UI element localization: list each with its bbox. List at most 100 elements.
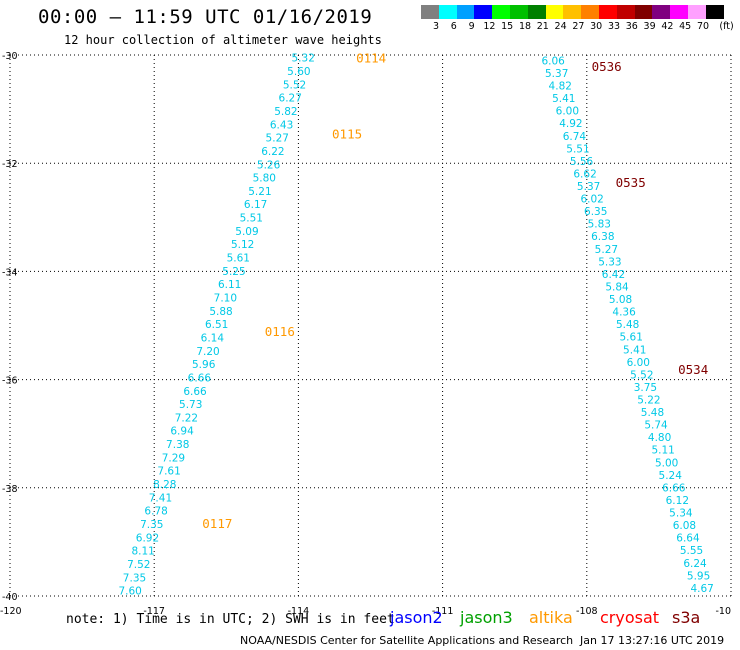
scale-label: 30 xyxy=(590,21,603,32)
wave-height-label: 5.37 xyxy=(545,68,568,80)
wave-height-label: 4.92 xyxy=(559,118,582,130)
y-tick-label: -32 xyxy=(2,159,18,170)
scale-label: 6 xyxy=(450,21,457,32)
pass-time-label: 0534 xyxy=(678,362,708,377)
wave-height-label: 5.33 xyxy=(598,256,621,268)
pass-time-label: 0116 xyxy=(265,324,295,339)
wave-height-label: 6.38 xyxy=(591,231,614,243)
scale-label: 42 xyxy=(661,21,674,32)
wave-height-label: 5.52 xyxy=(283,79,306,91)
scale-swatch xyxy=(492,5,511,19)
legend-altika: altika xyxy=(529,608,573,627)
y-tick-label: -34 xyxy=(2,267,18,278)
wave-height-label: 5.26 xyxy=(257,159,281,171)
wave-height-label: 5.73 xyxy=(179,399,202,411)
pass-time-label: 0114 xyxy=(356,51,386,66)
wave-height-label: 6.12 xyxy=(666,495,689,507)
x-tick-label: -111 xyxy=(432,606,454,617)
wave-height-label: 5.61 xyxy=(620,332,643,344)
wave-height-label: 6.43 xyxy=(270,119,293,131)
pass-time-label: 0115 xyxy=(332,126,362,141)
footer-note: note: 1) Time is in UTC; 2) SWH is in fe… xyxy=(66,612,395,627)
wave-height-label: 5.60 xyxy=(287,66,310,78)
wave-height-label: 3.75 xyxy=(634,382,657,394)
wave-height-label: 5.55 xyxy=(680,545,703,557)
wave-height-label: 5.48 xyxy=(641,407,664,419)
wave-height-label: 5.37 xyxy=(577,181,600,193)
wave-height-label: 7.41 xyxy=(149,492,172,504)
scale-swatch xyxy=(545,5,564,19)
wave-height-label: 8.28 xyxy=(153,479,176,491)
wave-height-label: 7.38 xyxy=(166,439,189,451)
y-tick-label: -30 xyxy=(2,51,18,62)
scale-swatch xyxy=(581,5,600,19)
scale-unit: (ft) xyxy=(719,21,734,32)
wave-height-label: 5.12 xyxy=(231,239,254,251)
scale-swatch xyxy=(705,5,725,19)
scale-label: 70 xyxy=(696,21,710,32)
wave-height-label: 5.61 xyxy=(227,253,250,265)
wave-height-label: 7.35 xyxy=(140,519,163,531)
wave-height-label: 5.41 xyxy=(623,344,646,356)
wave-height-label: 5.88 xyxy=(209,306,232,318)
wave-height-label: 6.11 xyxy=(218,279,241,291)
scale-label: 24 xyxy=(554,21,567,32)
wave-height-label: 6.92 xyxy=(136,532,159,544)
footer-credit: NOAA/NESDIS Center for Satellite Applica… xyxy=(240,634,574,647)
wave-height-label: 7.20 xyxy=(196,346,219,358)
scale-swatch xyxy=(616,5,636,19)
x-tick-label: -120 xyxy=(0,606,22,617)
wave-height-label: 5.41 xyxy=(552,93,575,105)
wave-height-label: 6.66 xyxy=(183,386,207,398)
wave-height-label: 6.64 xyxy=(676,533,700,545)
wave-height-label: 5.09 xyxy=(235,226,258,238)
legend-cryosat: cryosat xyxy=(600,608,660,627)
scale-swatch xyxy=(670,5,689,19)
wave-height-label: 5.34 xyxy=(669,508,693,520)
wave-height-label: 6.94 xyxy=(170,426,194,438)
wave-height-label: 6.00 xyxy=(627,357,650,369)
x-tick-label: -117 xyxy=(143,606,165,617)
wave-height-label: 5.27 xyxy=(266,133,289,145)
wave-height-label: 6.17 xyxy=(244,199,267,211)
wave-height-label: 7.61 xyxy=(157,466,180,478)
scale-label: 3 xyxy=(432,21,440,32)
wave-height-label: 6.02 xyxy=(580,194,603,206)
wave-height-label: 5.82 xyxy=(274,106,297,118)
wave-height-label: 5.56 xyxy=(570,156,594,168)
footer-timestamp: Jan 17 13:27:16 UTC 2019 xyxy=(580,634,725,647)
wave-height-label: 6.62 xyxy=(573,168,596,180)
wave-height-label: 5.08 xyxy=(609,294,632,306)
scale-swatch xyxy=(652,5,671,19)
wave-height-label: 8.11 xyxy=(131,546,154,558)
wave-height-label: 6.08 xyxy=(673,520,696,532)
wave-height-label: 5.11 xyxy=(651,445,674,457)
wave-height-label: 4.82 xyxy=(549,81,572,93)
wave-height-label: 5.22 xyxy=(637,395,660,407)
pass-time-label: 0535 xyxy=(616,175,646,190)
wave-height-label: 6.78 xyxy=(144,506,167,518)
pass-time-label: 0536 xyxy=(592,59,622,74)
wave-height-label: 4.80 xyxy=(648,432,671,444)
wave-height-label: 6.00 xyxy=(556,106,579,118)
y-tick-label: -40 xyxy=(2,592,18,603)
wave-height-label: 5.80 xyxy=(253,173,276,185)
wave-height-label: 5.51 xyxy=(566,143,589,155)
scale-label: 21 xyxy=(536,21,549,32)
scale-swatch xyxy=(599,5,618,19)
scale-label: 9 xyxy=(468,21,475,32)
wave-height-label: 7.22 xyxy=(175,412,198,424)
wave-height-label: 5.25 xyxy=(222,266,245,278)
wave-height-label: 4.67 xyxy=(690,583,713,595)
wave-height-label: 5.52 xyxy=(630,369,653,381)
wave-height-label: 5.74 xyxy=(644,420,668,432)
scale-label: 15 xyxy=(501,21,514,32)
scale-label: 27 xyxy=(572,21,585,32)
wave-height-label: 6.14 xyxy=(201,332,225,344)
scale-label: 33 xyxy=(607,21,621,32)
wave-height-label: 5.51 xyxy=(240,213,263,225)
scale-swatch xyxy=(688,5,707,19)
scale-swatch xyxy=(438,5,458,19)
scale-swatch xyxy=(510,5,529,19)
wave-height-label: 5.32 xyxy=(292,53,315,65)
